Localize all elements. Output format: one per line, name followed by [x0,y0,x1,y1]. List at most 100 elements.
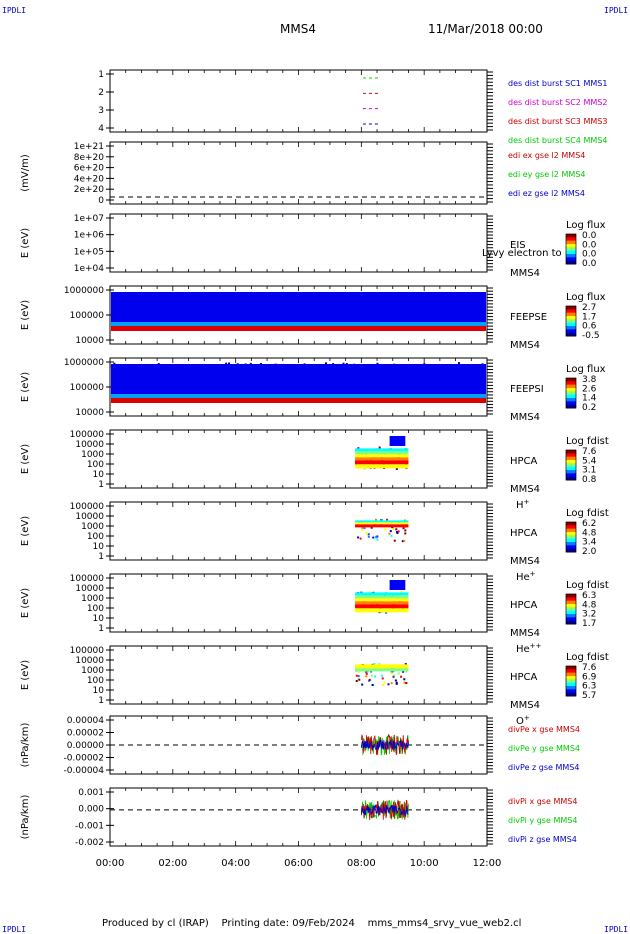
colorbar-swatch [566,234,576,238]
spectrogram-pixel [403,681,406,684]
corner-label-bottom-right: IPDLI [604,925,629,934]
colorbar-tick-label: 3.8 [582,375,597,385]
spectrogram-pixel [380,519,383,522]
legend-entry: divPe z gse MMS4 [508,763,579,772]
colorbar-swatch [566,689,576,694]
panel-9 [106,645,577,705]
panel-3 [106,213,577,273]
colorbar-frame [565,449,577,481]
y-tick-label: 8e+20 [74,153,105,163]
y-tick-label: 10000 [75,656,104,666]
y-tick-label: 100000 [70,574,105,584]
colorbar-tick-label: 1.7 [582,312,596,322]
spectrogram-pixel [395,682,398,685]
instrument-spacecraft-label: MMS4 [510,484,540,495]
colorbar-tick-label: 1.7 [582,619,596,629]
footer-produced-by: Produced by cl (IRAP) [102,918,209,929]
spectrogram-pixel [391,527,394,530]
spectrogram-pixel [397,672,400,675]
instrument-label: EIS [510,240,526,251]
colorbar-swatch [566,666,576,670]
legend-entry: des dist burst SC2 MMS2 [508,98,607,107]
y-tick-label: 0.00000 [67,741,104,751]
spectrogram-pixel [376,362,379,365]
spectrogram-pixel [225,362,228,365]
spectrogram-pixel [383,681,386,684]
y-tick-label: 10 [93,470,105,480]
colorbar-swatch [566,686,576,690]
spectrogram-pixel [342,362,345,365]
spectrogram-pixel [387,683,390,686]
x-tick-label: 04:00 [221,858,250,869]
spectrogram-pixel [394,679,397,682]
colorbar-swatch [566,610,576,615]
instrument-spacecraft-label: MMS4 [510,340,540,351]
y-tick-label: 1000000 [64,286,104,296]
spectrogram-band [111,398,486,403]
spectrogram-pixel [382,684,385,687]
spectrogram-pixel [401,540,404,543]
colorbar-title: Log fdist [566,436,609,447]
spectrogram-pixel [361,527,364,530]
y-tick-label: 100000 [70,311,105,321]
x-tick-label: 02:00 [158,858,187,869]
species-label: He+ [516,570,536,583]
colorbar-title: Log flux [566,364,606,375]
spectrogram-pixel [370,674,373,677]
y-tick-label: 2e+20 [74,185,105,195]
spectrogram-pixel [368,678,371,681]
spectrogram-pixel [366,670,369,673]
y-tick-label: 10000 [75,440,104,450]
spectrogram-pixel [395,681,398,684]
colorbar-swatch [566,676,576,680]
colorbar-tick-label: 0.0 [582,231,597,241]
spectrogram-band [355,522,409,525]
spectrogram-pixel [367,535,370,538]
colorbar-tick-label: 6.2 [582,519,596,529]
spectrogram-band [111,326,486,331]
spectrogram-band [355,520,409,523]
y-tick-label: 10 [93,542,105,552]
y-axis-label: E (eV) [20,516,31,546]
y-tick-label: 4 [98,124,104,134]
spectrogram-pixel [370,670,373,673]
colorbar-tick-label: 0.0 [582,250,597,260]
colorbar-swatch [566,532,576,536]
y-tick-label: -0.001 [75,821,104,831]
colorbar-swatch [566,597,576,602]
spectrogram-pixel [359,537,362,540]
colorbar-tick-label: 0.0 [582,240,597,250]
spectrogram-pixel [390,534,393,537]
spectrogram-pixel [374,518,377,521]
panel-2 [106,141,493,205]
spectrogram-band [355,448,409,452]
spectrogram-band [355,454,409,458]
colorbar-swatch [566,329,576,334]
colorbar-title: Log fdist [566,652,609,663]
y-tick-label: 1 [98,552,104,562]
spectrogram-band [355,451,409,455]
spectrogram-pixel [376,538,379,541]
y-tick-label: 1000 [81,450,104,460]
colorbar-tick-label: 5.7 [582,691,596,701]
colorbar-swatch [566,388,576,392]
panel-frame [109,69,488,133]
y-tick-label: 100 [87,532,104,542]
colorbar-swatch [566,617,576,622]
colorbar-swatch [566,384,576,389]
spectrogram-pixel [396,531,399,534]
legend-entry: divPi x gse MMS4 [508,797,577,806]
colorbar-tick-label: 0.6 [582,322,597,332]
y-tick-label: 1000000 [64,358,104,368]
spectrogram-band [355,592,409,596]
panel-1 [106,69,493,133]
spectrogram-pixel [324,362,327,365]
series-line [360,804,409,816]
colorbar-title: Log flux [566,292,606,303]
datetime-title: 11/Mar/2018 00:00 [428,22,543,36]
spectrogram-pixel [402,527,405,530]
footer-script-name: mms_mms4_srvy_vue_web2.cl [367,918,522,929]
y-tick-label: 1e+05 [74,247,104,257]
colorbar-swatch [566,247,576,252]
